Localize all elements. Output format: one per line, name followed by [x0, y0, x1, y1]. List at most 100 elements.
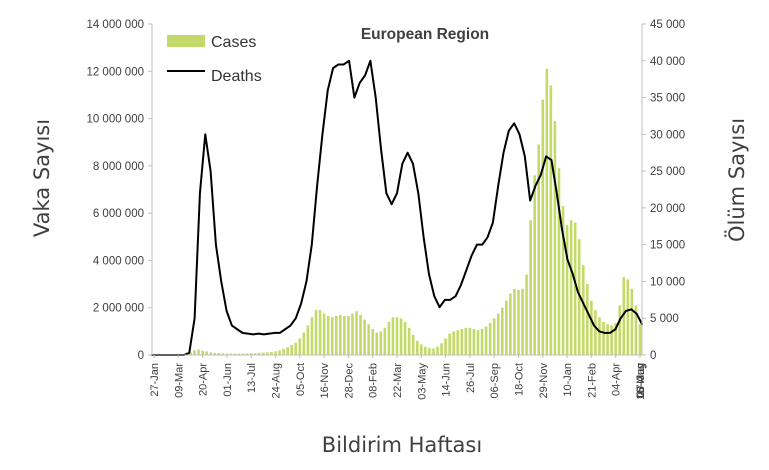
cases-bar	[630, 288, 634, 355]
cases-bar	[343, 315, 346, 355]
cases-bar	[420, 344, 423, 355]
cases-bar	[201, 350, 204, 355]
cases-bar	[480, 328, 484, 355]
cases-bar	[302, 332, 306, 355]
cases-bar	[638, 324, 642, 355]
x-tick-label: 14-Jun	[441, 363, 453, 397]
cases-bar	[622, 276, 626, 355]
cases-bar	[549, 85, 553, 355]
cases-bar	[505, 300, 508, 355]
cases-bar	[245, 353, 249, 355]
cases-bar	[415, 340, 419, 355]
cases-bar	[229, 353, 233, 355]
cases-bar	[225, 353, 229, 355]
cases-bar	[561, 206, 565, 355]
cases-bar	[298, 338, 302, 355]
right-y-ticks: 0 5 000 10 000 15 000 20 000 25 000 30 000 35 0…	[642, 19, 685, 362]
cases-bar	[448, 333, 451, 355]
cases-bar	[249, 353, 253, 355]
cases-bar	[573, 222, 577, 355]
cases-bar	[444, 338, 447, 355]
x-tick-label: 16-May	[635, 363, 647, 400]
cases-bar	[262, 352, 265, 355]
x-tick-label: 26-Jul	[465, 363, 477, 393]
cases-bar	[537, 144, 541, 355]
cases-bar	[351, 313, 354, 356]
cases-bar	[432, 348, 435, 355]
right-tick-label: 20 000	[650, 203, 685, 215]
cases-bar	[290, 345, 293, 355]
cases-bars	[181, 68, 642, 356]
cases-bar	[594, 310, 597, 355]
cases-bar	[334, 315, 338, 355]
x-tick-label: 29-Nov	[538, 363, 550, 399]
cases-bar	[509, 293, 512, 355]
cases-bar	[618, 305, 622, 355]
cases-bar	[286, 347, 289, 355]
cases-bar	[379, 331, 383, 355]
cases-bar	[221, 353, 225, 355]
cases-bar	[359, 314, 362, 355]
cases-bar	[586, 284, 589, 355]
cases-bar	[217, 353, 221, 355]
cases-bar	[375, 332, 379, 355]
right-tick-label: 0	[650, 350, 656, 362]
cases-bar	[241, 353, 245, 355]
cases-bar	[529, 220, 532, 355]
cases-bar	[355, 311, 358, 355]
cases-bar	[492, 318, 496, 355]
cases-bar	[294, 342, 298, 355]
left-y-ticks: 0 2 000 000 4 000 000 6 000 000 8 000 000 10 …	[86, 19, 152, 362]
cases-bar	[367, 324, 370, 355]
cases-bar	[521, 288, 524, 355]
right-tick-label: 45 000	[650, 19, 685, 31]
cases-bar	[383, 327, 387, 355]
x-tick-label: 08-Feb	[368, 363, 380, 398]
cases-bar	[318, 310, 322, 355]
x-ticks: 27-Jan 09-Mar 20-Apr 01-Jun 13-Jul 24-Aug 05-O…	[149, 355, 647, 400]
cases-bar	[197, 349, 200, 355]
x-tick-label: 04-Apr	[611, 363, 623, 396]
x-tick-label: 27-Jun	[635, 363, 647, 397]
cases-bar	[278, 350, 281, 355]
cases-bar	[347, 315, 350, 355]
cases-bar	[310, 317, 314, 355]
cases-bar	[590, 300, 593, 355]
right-tick-label: 10 000	[650, 276, 685, 288]
cases-bar	[565, 224, 569, 355]
x-tick-label: 24-Aug	[271, 363, 283, 398]
cases-bar	[541, 99, 545, 355]
cases-bar	[371, 328, 374, 355]
x-tick-label: 06-Sep	[489, 363, 501, 398]
cases-bar	[330, 317, 334, 355]
cases-bar	[533, 175, 536, 355]
left-tick-label: 2 000 000	[93, 303, 144, 315]
cases-bar	[581, 265, 585, 355]
cases-bar	[553, 120, 557, 355]
deaths-line	[151, 59, 643, 356]
cases-bar	[407, 327, 411, 355]
cases-bar	[513, 288, 516, 355]
left-tick-label: 0	[138, 350, 144, 362]
x-tick-label: 28-Dec	[343, 363, 355, 399]
x-tick-label: 05-Oct	[295, 363, 307, 396]
cases-bar	[363, 319, 366, 355]
x-tick-label: 18-Oct	[513, 363, 525, 396]
cases-bar	[411, 334, 415, 355]
x-axis-title: Bildirim Haftası	[322, 433, 482, 457]
left-y-axis-title: Vaka Sayısı	[30, 119, 54, 237]
cases-bar	[282, 348, 285, 355]
legend: Cases Deaths	[167, 34, 262, 85]
x-tick-label: 16-Nov	[319, 363, 331, 399]
legend-cases-label: Cases	[211, 34, 256, 51]
cases-bar	[545, 68, 549, 356]
left-tick-label: 14 000 000	[86, 19, 144, 31]
cases-bar	[395, 317, 399, 355]
x-tick-label: 08-Aug	[635, 363, 647, 398]
cases-bar	[626, 279, 630, 355]
cases-bar	[326, 315, 330, 355]
left-tick-label: 6 000 000	[93, 208, 144, 220]
cases-bar	[488, 323, 492, 355]
cases-bar	[496, 313, 500, 356]
